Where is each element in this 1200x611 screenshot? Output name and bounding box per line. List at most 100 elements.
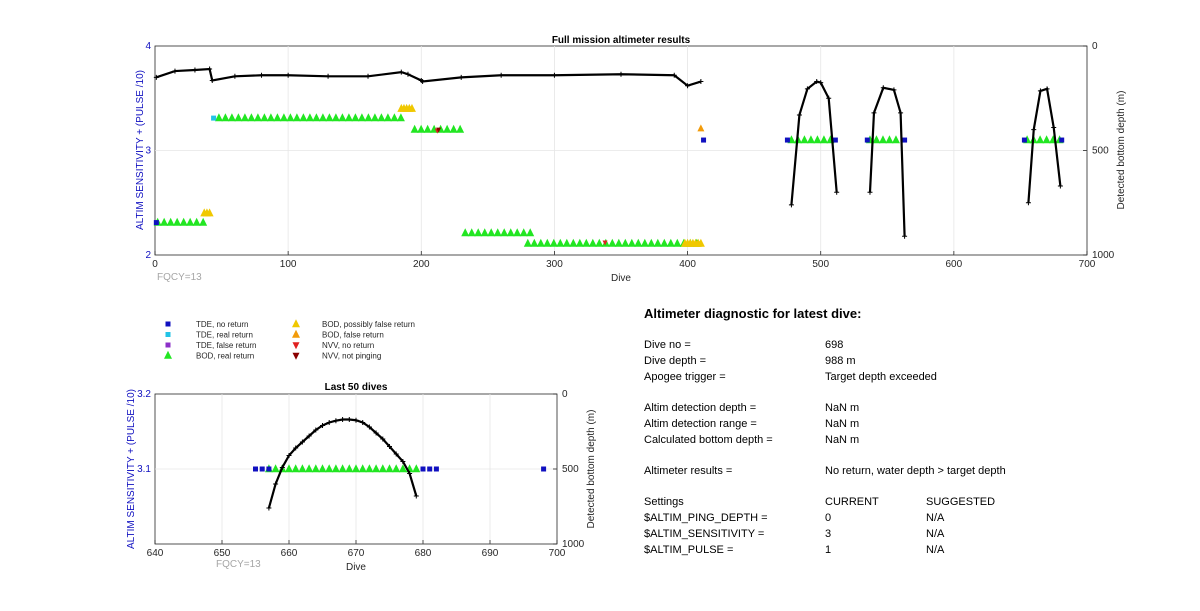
bod-real-return-marker: [318, 113, 327, 122]
bottom-x-tick-label: 640: [147, 548, 164, 559]
dive-profile-3-point: [1044, 86, 1050, 92]
top-y-axis-label: ALTIM SENSITIVITY + (PULSE /10): [135, 70, 146, 230]
legend-label: TDE, real return: [196, 331, 253, 340]
last-dives-bottom-depth-line-point: [293, 445, 299, 451]
bod-possibly-false-marker: [407, 103, 416, 112]
bod-real-return-marker: [595, 238, 604, 247]
mission-bottom-depth-line-point: [618, 71, 624, 77]
altimeter-diagnostic-panel: Altimeter diagnostic for latest dive: Di…: [644, 306, 1164, 558]
bottom-chart-title: Last 50 dives: [325, 382, 388, 393]
tde-no-return-marker: [253, 466, 258, 472]
last-dives-bottom-depth-line-point: [306, 433, 312, 439]
bod-real-return-marker: [556, 238, 565, 247]
bod-real-return-marker: [279, 113, 288, 122]
last-dives-bottom-depth-line-point: [340, 417, 346, 422]
tde-no-return-marker: [1021, 137, 1027, 143]
bod-real-return-marker: [260, 113, 269, 122]
last-dives-bottom-depth-line-point: [400, 459, 406, 464]
last-dives-bottom-depth-line-point: [393, 451, 399, 457]
top-x-tick-label: 100: [280, 259, 297, 270]
bod-real-return-marker: [352, 464, 360, 473]
altim-detection-range-value: NaN m: [825, 418, 860, 430]
bod-real-return-marker: [608, 238, 617, 247]
bod-real-return-marker: [398, 464, 407, 473]
bod-real-return-marker: [338, 113, 347, 122]
tde-no-return-marker: [420, 466, 426, 472]
bod-real-return-marker: [292, 113, 301, 122]
dive-profile-3-point: [1057, 183, 1063, 189]
bod-real-return-marker: [358, 464, 367, 473]
bod-real-return-marker: [513, 228, 522, 237]
sensitivity-label: $ALTIM_SENSITIVITY =: [644, 528, 765, 540]
bod-real-return-marker: [370, 113, 379, 122]
dive-depth-row: Dive depth = 988 m: [644, 353, 1164, 369]
pulse-label: $ALTIM_PULSE =: [644, 544, 734, 556]
top-x-tick-label: 700: [1079, 259, 1096, 270]
bod-real-return-marker: [660, 238, 669, 247]
legend-label: NVV, no return: [322, 341, 374, 350]
bod-real-return-marker: [378, 464, 387, 473]
dive-profile-3-point: [1025, 200, 1031, 206]
bod-real-return-marker: [192, 217, 201, 226]
bod-real-return-marker: [305, 464, 314, 473]
bod-real-return-marker: [166, 217, 175, 226]
mission-bottom-depth-line-point: [551, 72, 557, 78]
last-dives-bottom-depth-line-point: [380, 436, 386, 442]
mission-bottom-depth-line-point: [192, 67, 198, 73]
top-y2-tick-label: 0: [1092, 41, 1098, 52]
bod-real-return-marker: [344, 113, 353, 122]
bod-real-return-marker: [396, 113, 405, 122]
bod-real-return-marker: [1036, 135, 1045, 144]
pulse-current: 1: [825, 544, 832, 556]
last-dives-bottom-depth-line-point: [407, 471, 413, 476]
mission-bottom-depth-line-point: [259, 72, 265, 78]
bod-real-return-marker: [443, 124, 452, 133]
top-x-tick-label: 300: [546, 259, 563, 270]
top-x-axis-label: Dive: [611, 273, 631, 284]
mission-bottom-depth-line-point: [207, 66, 213, 72]
bod-real-return-marker: [247, 113, 256, 122]
dive-profile-3: [1027, 87, 1062, 203]
ping-depth-label: $ALTIM_PING_DEPTH =: [644, 512, 768, 524]
bod-real-return-marker: [325, 113, 334, 122]
top-x-tick-label: 500: [812, 259, 829, 270]
dive-profile-3-point: [1051, 125, 1057, 131]
dive-profile-1-point: [834, 189, 840, 195]
altimeter-results-label: Altimeter results =: [644, 465, 733, 477]
legend-marker-triangle-up: [164, 350, 172, 359]
bod-real-return-marker: [800, 135, 809, 144]
bod-real-return-marker: [575, 238, 584, 247]
dive-profile-1-point: [814, 79, 820, 85]
top-chart-title: Full mission altimeter results: [552, 35, 691, 46]
settings-label: Settings: [644, 496, 684, 508]
last-dives-bottom-depth-line-point: [333, 418, 339, 424]
last-dives-bottom-depth-line-point: [413, 493, 419, 499]
dive-profile-1-point: [796, 112, 802, 118]
bod-real-return-marker: [634, 238, 643, 247]
bottom-y-axis-label: ALTIM SENSITIVITY + (PULSE /10): [126, 389, 137, 549]
bod-real-return-marker: [526, 228, 535, 237]
mission-bottom-depth-line-point: [671, 72, 677, 78]
bod-real-return-marker: [487, 228, 496, 237]
bod-real-return-marker: [653, 238, 662, 247]
bod-real-return-marker: [357, 113, 366, 122]
tde-no-return-marker: [832, 137, 838, 143]
bod-real-return-marker: [331, 464, 340, 473]
bottom-x-tick-label: 670: [348, 548, 365, 559]
bod-real-return-marker: [214, 113, 223, 122]
bod-real-return-marker: [240, 113, 249, 122]
legend-label: TDE, false return: [196, 341, 256, 350]
bod-real-return-marker: [423, 124, 432, 133]
dive-profile-1-point: [788, 202, 794, 208]
bod-real-return-marker: [588, 238, 597, 247]
altim-detection-range-row: Altim detection range = NaN m: [644, 416, 1164, 432]
bottom-x-axis-label: Dive: [346, 562, 366, 573]
mission-bottom-depth-line-point: [285, 72, 291, 78]
dive-profile-3-point: [1037, 88, 1043, 94]
bod-real-return-marker: [562, 238, 571, 247]
bod-real-return-marker: [530, 238, 539, 247]
mission-bottom-depth-line-point: [232, 73, 238, 79]
bod-real-return-marker: [372, 464, 381, 473]
last-dives-bottom-depth-line: [267, 418, 418, 509]
